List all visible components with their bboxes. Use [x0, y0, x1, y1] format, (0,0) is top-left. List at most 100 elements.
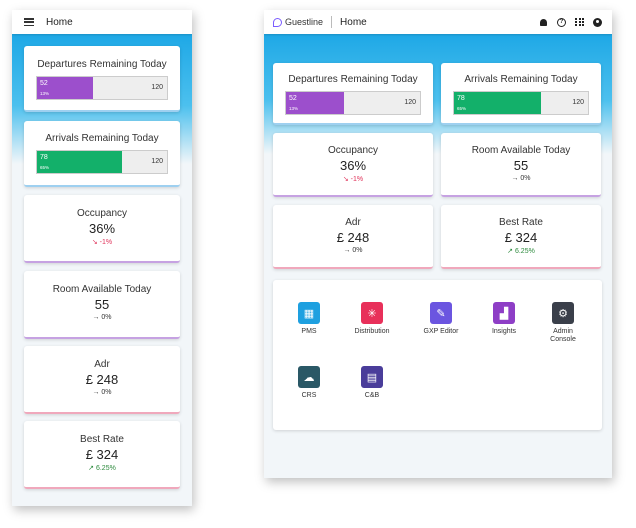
departures-fill — [37, 77, 93, 99]
room-available-label: Room Available Today — [52, 284, 152, 295]
best-rate-card[interactable]: Best Rate £ 324 ↗ 6.25% — [24, 421, 180, 489]
departures-progress-bar: 52 13% 120 — [285, 91, 421, 115]
departures-percent: 13% — [40, 91, 50, 96]
arrow-right-icon: → — [511, 175, 521, 182]
help-icon[interactable]: ? — [557, 17, 566, 27]
occupancy-card[interactable]: Occupancy 36% ↘ -1% — [273, 133, 433, 197]
app-admin-console[interactable]: ⚙ Admin Console — [533, 302, 593, 344]
best-rate-change: ↗ 6.25% — [88, 465, 116, 472]
adr-card[interactable]: Adr £ 248 → 0% — [273, 205, 433, 269]
departures-value: 52 — [289, 95, 297, 102]
occupancy-value: 36% — [88, 221, 116, 236]
adr-card[interactable]: Adr £ 248 → 0% — [24, 346, 180, 414]
departures-card[interactable]: Departures Remaining Today 52 13% 120 — [273, 63, 433, 125]
room-available-change: → 0% — [92, 314, 112, 321]
trend-up-icon: ↗ — [507, 248, 515, 255]
trend-down-icon: ↘ — [91, 239, 100, 246]
brand-name: Guestline — [285, 17, 324, 27]
divider — [331, 16, 333, 28]
top-bar-actions: ? — [539, 10, 602, 34]
arrivals-value: 78 — [457, 95, 465, 102]
trend-up-icon: ↗ — [88, 465, 96, 472]
building-icon: ▦ — [298, 302, 320, 324]
adr-change: → 0% — [92, 389, 112, 396]
app-gxp-editor[interactable]: ✎ GXP Editor — [411, 302, 471, 336]
occupancy-label: Occupancy — [76, 208, 128, 219]
departures-total: 120 — [151, 84, 163, 91]
adr-label: Adr — [94, 359, 110, 370]
book-icon: ▤ — [361, 366, 383, 388]
arrivals-total: 120 — [151, 158, 163, 165]
arrivals-card[interactable]: Arrivals Remaining Today 78 65% 120 — [24, 121, 180, 187]
app-insights[interactable]: ▟ Insights — [474, 302, 534, 336]
departures-value: 52 — [40, 80, 48, 87]
departures-label: Departures Remaining Today — [37, 59, 167, 70]
arrow-right-icon: → — [92, 389, 102, 396]
room-available-value: 55 — [94, 297, 110, 312]
apps-grid-icon[interactable] — [575, 17, 584, 27]
trend-down-icon: ↘ — [342, 176, 351, 183]
guestline-logo[interactable]: Guestline — [273, 17, 323, 27]
room-available-card[interactable]: Room Available Today 55 → 0% — [441, 133, 601, 197]
app-name: GXP Editor — [423, 328, 459, 335]
app-name: C&B — [364, 392, 380, 399]
arrivals-fill — [37, 151, 122, 173]
chart-icon: ▟ — [493, 302, 515, 324]
admin-icon: ⚙ — [552, 302, 574, 324]
departures-percent: 13% — [289, 106, 299, 111]
occupancy-card[interactable]: Occupancy 36% ↘ -1% — [24, 195, 180, 263]
adr-label: Adr — [345, 217, 361, 228]
arrivals-label: Arrivals Remaining Today — [45, 133, 159, 144]
arrow-right-icon: → — [92, 314, 102, 321]
room-available-value: 55 — [513, 158, 529, 173]
app-c-and-b[interactable]: ▤ C&B — [342, 366, 402, 400]
app-name: Admin Console — [550, 328, 576, 343]
best-rate-value: £ 324 — [504, 230, 538, 245]
best-rate-label: Best Rate — [499, 217, 543, 228]
app-launcher: ▦ PMS ✳ Distribution ✎ GXP Editor ▟ Insi… — [273, 280, 602, 430]
arrow-right-icon: → — [343, 247, 353, 254]
app-name: Distribution — [354, 328, 390, 335]
occupancy-value: 36% — [339, 158, 367, 173]
occupancy-label: Occupancy — [327, 145, 379, 156]
app-pms[interactable]: ▦ PMS — [279, 302, 339, 336]
arrivals-card[interactable]: Arrivals Remaining Today 78 65% 120 — [441, 63, 601, 125]
mobile-view: Home Departures Remaining Today 52 13% 1… — [12, 10, 192, 506]
departures-total: 120 — [404, 99, 416, 106]
departures-card[interactable]: Departures Remaining Today 52 13% 120 — [24, 46, 180, 112]
mobile-top-bar: Home — [12, 10, 192, 34]
user-icon[interactable] — [593, 17, 602, 27]
app-name: Insights — [491, 328, 517, 335]
app-distribution[interactable]: ✳ Distribution — [342, 302, 402, 336]
distribution-icon: ✳ — [361, 302, 383, 324]
arrivals-value: 78 — [40, 154, 48, 161]
room-available-card[interactable]: Room Available Today 55 → 0% — [24, 271, 180, 339]
app-name: PMS — [301, 328, 317, 335]
bell-icon[interactable] — [539, 18, 548, 27]
menu-icon[interactable] — [24, 18, 34, 26]
arrivals-total: 120 — [572, 99, 584, 106]
best-rate-value: £ 324 — [85, 447, 119, 462]
arrivals-progress-bar: 78 65% 120 — [453, 91, 589, 115]
arrivals-label: Arrivals Remaining Today — [464, 74, 578, 85]
room-available-label: Room Available Today — [471, 145, 571, 156]
arrivals-percent: 65% — [40, 165, 50, 170]
desktop-top-bar: Guestline Home ? — [264, 10, 612, 34]
page-title: Home — [46, 16, 73, 28]
best-rate-card[interactable]: Best Rate £ 324 ↗ 6.25% — [441, 205, 601, 269]
adr-value: £ 248 — [336, 230, 370, 245]
guestline-logo-icon — [273, 17, 282, 27]
page-title: Home — [340, 16, 367, 28]
arrivals-fill — [454, 92, 542, 114]
desktop-view: Guestline Home ? Departures Remaining To… — [264, 10, 612, 478]
best-rate-label: Best Rate — [80, 434, 124, 445]
app-name: CRS — [301, 392, 317, 399]
room-available-change: → 0% — [511, 175, 531, 182]
app-crs[interactable]: ☁ CRS — [279, 366, 339, 400]
occupancy-change: ↘ -1% — [91, 239, 113, 246]
best-rate-change: ↗ 6.25% — [507, 248, 535, 255]
departures-progress-bar: 52 13% 120 — [36, 76, 168, 100]
cloud-icon: ☁ — [298, 366, 320, 388]
occupancy-change: ↘ -1% — [342, 176, 364, 183]
arrivals-percent: 65% — [457, 106, 467, 111]
